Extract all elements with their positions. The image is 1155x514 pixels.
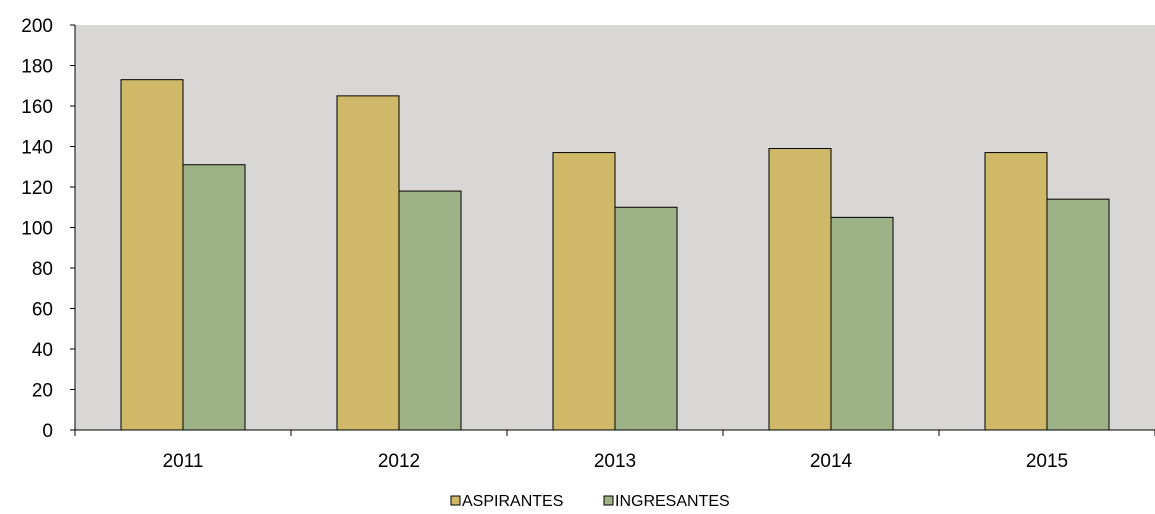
y-tick-label: 0	[42, 421, 53, 442]
bar-ingresantes-2013	[614, 206, 678, 431]
bar-aspirantes-2012	[336, 95, 400, 431]
bar-aspirantes-2013	[552, 152, 616, 431]
y-tick-label: 60	[32, 300, 53, 321]
y-tick-label: 120	[21, 178, 53, 199]
y-tick-label: 40	[32, 340, 53, 361]
y-tick-label: 200	[21, 16, 53, 37]
bar-ingresantes-2011	[182, 164, 246, 431]
legend: ASPIRANTES INGRESANTES	[450, 493, 730, 510]
bar-ingresantes-2014	[830, 216, 894, 431]
legend-swatch-aspirantes	[450, 495, 461, 506]
y-axis: 0 20 40 60 80 100 120 140 160 180 200	[21, 16, 75, 442]
x-tick-label: 2015	[1026, 451, 1068, 472]
bar-aspirantes-2015	[984, 152, 1048, 431]
y-tick-label: 180	[21, 57, 53, 78]
x-tick-label: 2012	[378, 451, 420, 472]
bar-ingresantes-2012	[398, 190, 462, 431]
y-tick-label: 20	[32, 381, 53, 402]
legend-label-aspirantes: ASPIRANTES	[462, 493, 563, 510]
x-tick-label: 2014	[810, 451, 853, 472]
bars-group	[120, 79, 1110, 431]
bar-aspirantes-2011	[120, 79, 184, 431]
y-tick-label: 80	[32, 259, 53, 280]
x-tick-label: 2011	[163, 451, 204, 472]
x-axis: 2011 2012 2013 2014 2015	[74, 430, 1155, 472]
y-tick-label: 100	[21, 219, 53, 240]
bar-ingresantes-2015	[1046, 198, 1110, 431]
legend-label-ingresantes: INGRESANTES	[615, 493, 730, 510]
x-tick-label: 2013	[594, 451, 636, 472]
legend-swatch-ingresantes	[603, 495, 614, 506]
bar-aspirantes-2014	[768, 148, 832, 431]
y-tick-label: 160	[21, 97, 53, 118]
y-tick-label: 140	[21, 138, 53, 159]
